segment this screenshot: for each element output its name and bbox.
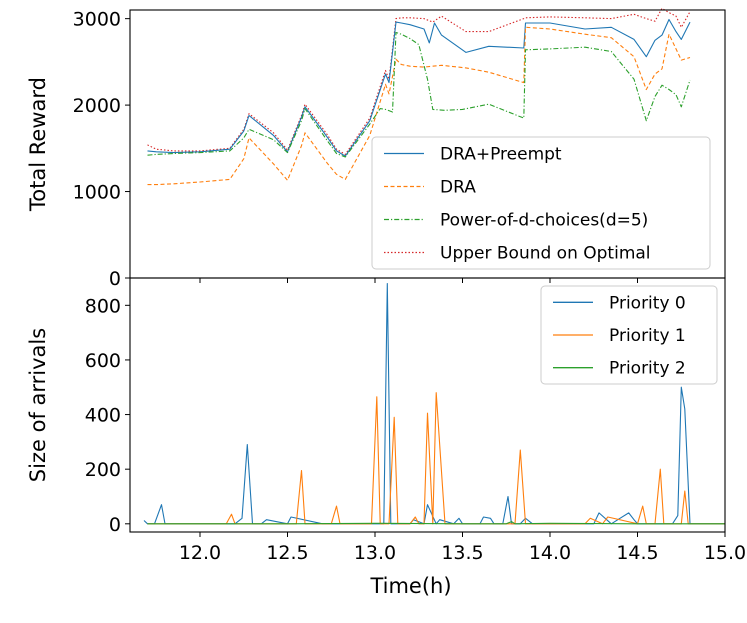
y-tick-label: 2000 bbox=[73, 95, 121, 117]
x-tick-label: 13.5 bbox=[441, 542, 483, 564]
y-tick-label: 0 bbox=[109, 514, 121, 536]
y-tick-label: 400 bbox=[85, 405, 121, 427]
legend-label: Upper Bound on Optimal bbox=[440, 244, 651, 264]
y-tick-label: 600 bbox=[85, 350, 121, 372]
legend-box bbox=[540, 285, 718, 385]
legend-box bbox=[371, 136, 711, 270]
x-tick-label: 14.0 bbox=[529, 542, 571, 564]
series-line-dra bbox=[147, 26, 691, 186]
series-line-dra-preempt bbox=[147, 18, 691, 157]
y-axis-label: Total Reward bbox=[26, 77, 50, 212]
legend-label: Priority 2 bbox=[609, 359, 686, 379]
legend-label: Priority 1 bbox=[609, 326, 686, 346]
y-axis-label: Size of arrivals bbox=[26, 328, 50, 482]
y-tick-label: 0 bbox=[109, 268, 121, 290]
x-tick-label: 15.0 bbox=[704, 542, 746, 564]
x-axis-label: Time(h) bbox=[369, 574, 451, 598]
x-tick-label: 14.5 bbox=[616, 542, 658, 564]
legend-label: Power-of-d-choices(d=5) bbox=[440, 211, 648, 231]
legend-label: DRA bbox=[440, 178, 476, 198]
legend-label: DRA+Preempt bbox=[440, 145, 562, 165]
total-reward-panel: 0 1000 2000 3000 Total Reward DRA+Preempt DRA P… bbox=[26, 7, 726, 290]
y-tick-label: 1000 bbox=[73, 182, 121, 204]
x-tick-label: 12.0 bbox=[179, 542, 221, 564]
legend-label: Priority 0 bbox=[609, 293, 686, 313]
series-line-power-of-d-choices-d-5- bbox=[147, 31, 691, 158]
x-tick-label: 13.0 bbox=[354, 542, 396, 564]
series-line-priority-1 bbox=[147, 392, 725, 525]
axes-frame bbox=[129, 277, 726, 533]
y-tick-label: 200 bbox=[85, 459, 121, 481]
x-tick-label: 12.5 bbox=[266, 542, 308, 564]
series-line-priority-2 bbox=[147, 521, 725, 525]
series-line-upper-bound-on-optimal bbox=[147, 7, 691, 155]
y-tick-label: 3000 bbox=[73, 9, 121, 31]
arrivals-panel: 0 200 400 600 800 12.0 12.5 13.0 13.5 14.0 14.5 15.… bbox=[26, 277, 746, 564]
y-tick-label: 800 bbox=[85, 295, 121, 317]
